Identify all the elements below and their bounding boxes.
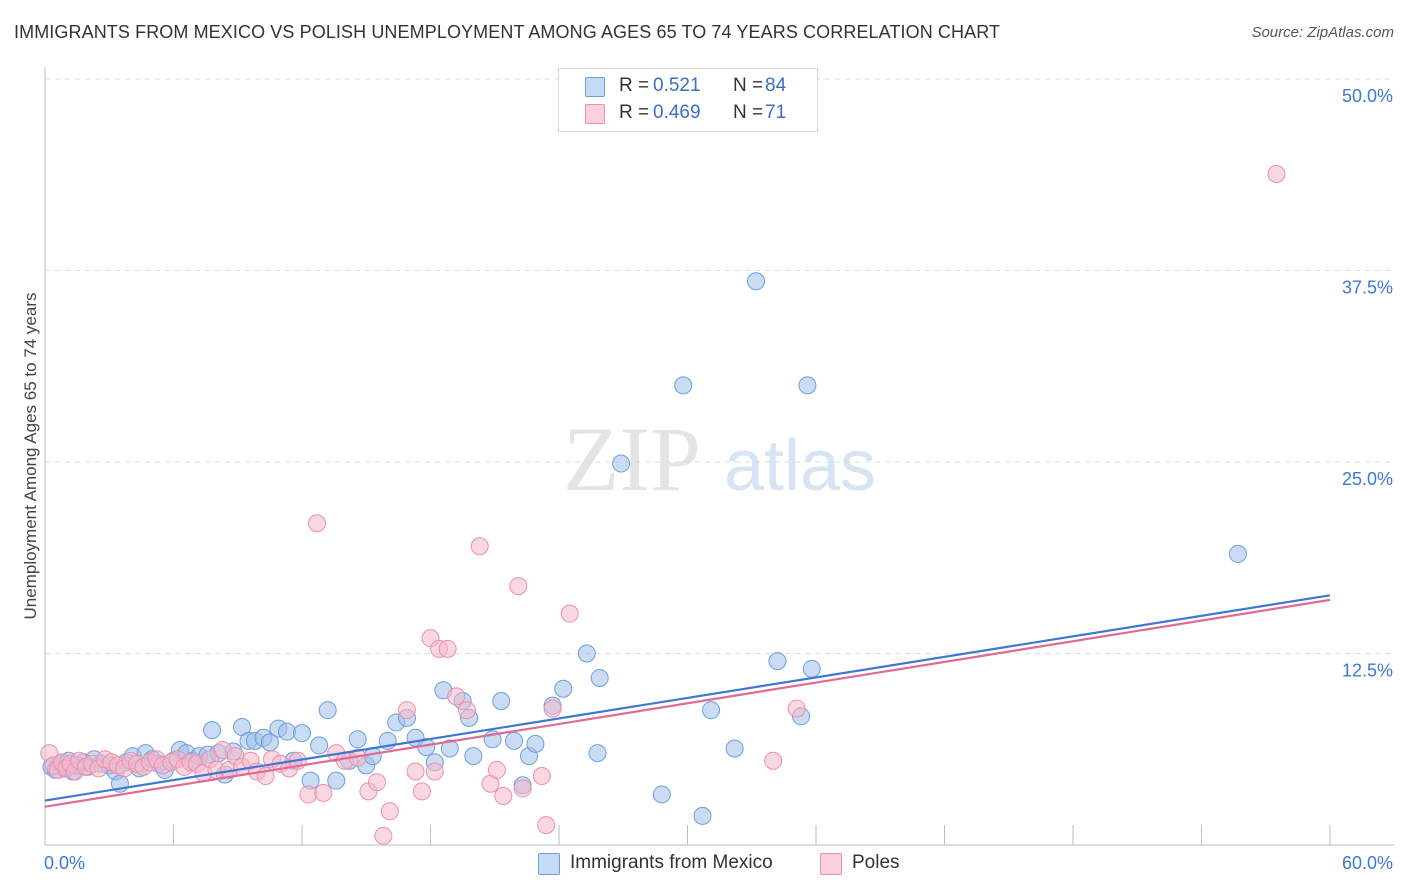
data-points [40, 164, 1286, 845]
point-poles [457, 701, 476, 720]
legend-r-value: 0.521 [653, 75, 701, 96]
y-tick-label: 50.0% [1342, 86, 1393, 106]
point-poles [307, 514, 326, 533]
x-tick-label: 60.0% [1342, 853, 1393, 873]
point-mexico [492, 691, 511, 710]
point-poles [509, 577, 528, 596]
bottom-legend-label-mexico: Immigrants from Mexico [570, 852, 773, 873]
point-poles [537, 816, 556, 835]
point-mexico [554, 679, 573, 698]
point-poles [494, 786, 513, 805]
point-poles [374, 826, 393, 845]
point-poles [425, 762, 444, 781]
point-poles [1267, 164, 1286, 183]
y-axis-title: Unemployment Among Ages 65 to 74 years [21, 293, 40, 620]
legend-n-value: 84 [765, 75, 787, 96]
point-mexico [590, 669, 609, 688]
point-mexico [440, 739, 459, 758]
point-mexico [310, 736, 329, 755]
point-poles [764, 751, 783, 770]
point-poles [314, 783, 333, 802]
point-mexico [327, 771, 346, 790]
axes [44, 67, 1394, 846]
y-tick-label: 25.0% [1342, 469, 1393, 489]
correlation-legend: R = 0.521 N = 84 R = 0.469 N = 71 [558, 68, 818, 132]
point-poles [487, 760, 506, 779]
chart-title: IMMIGRANTS FROM MEXICO VS POLISH UNEMPLO… [14, 22, 1001, 42]
legend-swatch-mexico [585, 77, 605, 97]
point-poles [438, 639, 457, 658]
watermark-atlas: atlas [724, 426, 876, 506]
point-poles [447, 687, 466, 706]
point-poles [397, 701, 416, 720]
grid-lines [45, 78, 1394, 654]
axis-labels: 12.5% 25.0% 37.5% 50.0% 0.0% 60.0% Unemploymen… [21, 86, 1393, 873]
point-mexico [293, 724, 311, 743]
point-mexico [588, 744, 607, 763]
point-mexico [674, 376, 693, 395]
point-poles [367, 773, 386, 792]
point-poles [380, 802, 399, 821]
point-mexico [464, 747, 483, 766]
watermark: ZIP atlas [563, 408, 876, 510]
legend-r-value: 0.469 [653, 102, 701, 123]
bottom-legend-swatch-mexico [538, 853, 560, 875]
point-mexico [348, 730, 367, 749]
chart-source: Source: ZipAtlas.com [1251, 24, 1394, 41]
point-mexico [526, 734, 545, 753]
bottom-legend-swatch-poles [820, 853, 842, 875]
point-poles [299, 785, 318, 804]
point-mexico [318, 701, 337, 720]
point-mexico [652, 785, 671, 804]
point-mexico [768, 652, 787, 671]
point-mexico [577, 644, 596, 663]
trendline-mexico [44, 594, 1331, 802]
point-poles [470, 537, 489, 556]
point-mexico [505, 731, 524, 750]
x-tick-label: 0.0% [44, 853, 85, 873]
legend-n-value: 71 [765, 102, 787, 123]
point-poles [406, 762, 425, 781]
point-poles [787, 699, 806, 718]
point-mexico [747, 272, 766, 291]
point-mexico [203, 721, 222, 740]
point-mexico [802, 659, 821, 678]
point-poles [560, 604, 579, 623]
point-poles [513, 779, 532, 798]
legend-r-label: R = [619, 75, 650, 96]
y-tick-label: 37.5% [1342, 278, 1393, 298]
bottom-legend-label-poles: Poles [852, 852, 900, 873]
point-mexico [693, 806, 712, 825]
legend-n-label: N = [733, 75, 764, 96]
point-mexico [725, 739, 744, 758]
trendline-poles [44, 598, 1331, 808]
point-poles [543, 699, 562, 718]
point-mexico [1228, 544, 1247, 563]
legend-r-label: R = [619, 102, 650, 123]
legend-n-label: N = [733, 102, 764, 123]
point-mexico [278, 722, 297, 741]
point-poles [532, 767, 551, 786]
legend-swatch-poles [585, 104, 605, 124]
trendlines [44, 594, 1331, 808]
point-mexico [612, 454, 631, 473]
point-poles [412, 782, 431, 801]
y-tick-label: 12.5% [1342, 661, 1393, 681]
point-mexico [798, 376, 817, 395]
watermark-zip: ZIP [563, 408, 701, 510]
point-mexico [702, 701, 721, 720]
